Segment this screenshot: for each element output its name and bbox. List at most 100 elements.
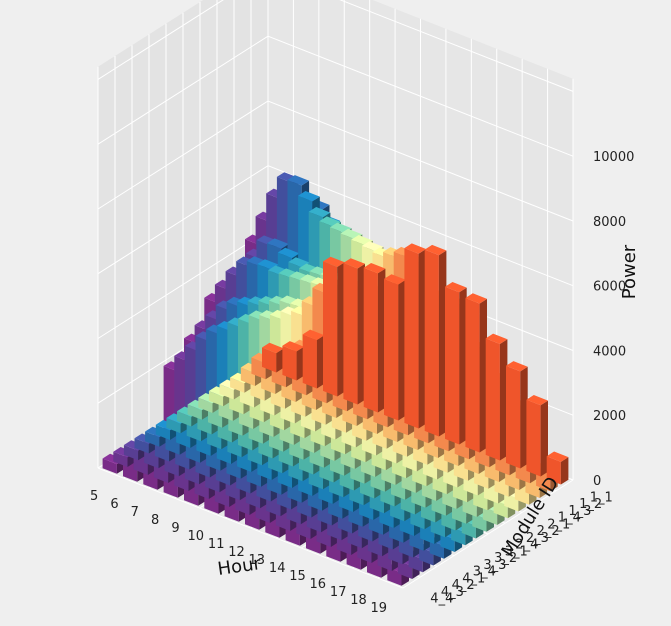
x-axis-title: Hour — [216, 553, 262, 580]
bar-front-face — [230, 377, 245, 393]
module-tick-label: 1_3 — [568, 504, 591, 519]
hour-tick-label: 10 — [188, 529, 205, 544]
grid-line — [97, 35, 574, 157]
module-tick-label: 4_3 — [441, 585, 464, 600]
bar-top-face — [506, 361, 528, 372]
bar-side-face — [540, 400, 548, 477]
bar-top-face — [302, 329, 325, 340]
bar-side-face — [520, 366, 528, 469]
bar-top-face — [282, 341, 304, 352]
bar-top-face — [546, 451, 569, 462]
bar-front-face — [546, 456, 561, 485]
module-tick-label: 2_1 — [547, 517, 570, 532]
bar — [343, 258, 365, 405]
bar-top-face — [465, 293, 487, 304]
bar-front-face — [219, 384, 234, 400]
grid-line — [97, 100, 574, 222]
bar-front-face — [343, 262, 358, 405]
bar-front-face — [102, 458, 117, 474]
module-tick-label: 2_2 — [537, 524, 560, 539]
module-tick-label: 4_2 — [452, 578, 475, 593]
hour-tick-label: 6 — [110, 497, 118, 512]
hour-tick-label: 14 — [269, 561, 286, 576]
bar — [506, 361, 528, 469]
bar-top-face — [267, 238, 289, 249]
bar-top-face — [485, 333, 508, 344]
bar-front-face — [282, 345, 297, 381]
power-tick-labels: 0 2000 4000 6000 8000 10000 — [593, 150, 634, 489]
module-tick-label: 3_2 — [494, 551, 517, 566]
bar-top-face — [323, 256, 345, 267]
bar — [282, 341, 304, 381]
hour-tick-label: 7 — [131, 505, 139, 520]
bar-top-face — [424, 244, 447, 256]
bar — [262, 342, 284, 373]
bar-front-face — [208, 391, 224, 407]
bar-side-face — [377, 268, 386, 413]
bar-front-face — [424, 249, 439, 437]
bar-side-face — [479, 298, 487, 453]
bar-front-face — [384, 278, 399, 421]
hour-tick-label: 5 — [90, 489, 98, 504]
power-tick-label: 0 — [593, 474, 601, 489]
bar-front-face — [302, 334, 317, 389]
bar-front-face — [113, 451, 128, 467]
module-tick-label: 3_4 — [473, 565, 496, 580]
bar-side-face — [398, 279, 406, 421]
z-axis-title: Power — [619, 244, 640, 299]
bar-front-face — [363, 267, 378, 413]
bar-top-face — [404, 243, 426, 254]
bar — [445, 282, 467, 445]
hour-tick-label: 16 — [310, 577, 327, 592]
hour-tick-label: 13 — [249, 553, 266, 568]
bar-side-face — [296, 346, 304, 381]
bar-side-face — [337, 262, 345, 397]
bar-front-face — [198, 397, 213, 413]
power-tick-label: 10000 — [593, 150, 634, 165]
bar — [546, 451, 569, 485]
power-tick-label: 8000 — [593, 215, 626, 230]
bar-front-face — [123, 445, 139, 461]
module-tick-label: 1_2 — [579, 497, 602, 512]
bar-top-face — [287, 175, 310, 186]
bar-top-face — [262, 342, 284, 354]
bar-side-face — [438, 250, 447, 437]
bar-side-face — [316, 335, 325, 389]
module-tick-label: 3_1 — [505, 544, 528, 559]
bar-front-face — [145, 431, 160, 447]
grid-line — [97, 467, 404, 589]
module-tick-label: 1_4 — [558, 511, 581, 526]
bar-front-face — [404, 248, 419, 429]
grid-line — [97, 0, 574, 92]
bar-top-face — [384, 274, 406, 285]
hour-tick-label: 18 — [350, 593, 367, 608]
bar-front-face — [155, 424, 170, 440]
bar-front-face — [445, 286, 460, 445]
hour-tick-label: 15 — [289, 569, 306, 584]
bar — [465, 293, 487, 453]
bar-side-face — [499, 339, 508, 461]
bar-front-face — [506, 365, 521, 469]
bar-side-face — [357, 263, 365, 405]
module-tick-label: 2_4 — [515, 538, 538, 553]
hour-tick-label: 9 — [171, 521, 179, 536]
module-tick-label: 4_4 — [430, 592, 453, 607]
bar — [485, 333, 508, 461]
bar-top-face — [363, 263, 386, 274]
bar-front-face — [485, 338, 500, 461]
module-tick-label: 1_1 — [590, 490, 613, 505]
power-tick-label: 6000 — [593, 280, 626, 295]
bar-front-face — [187, 404, 202, 420]
bar — [404, 243, 426, 429]
bar-top-face — [308, 207, 331, 218]
module-tick-label: 4_1 — [462, 571, 485, 586]
bar — [363, 263, 386, 413]
hour-tick-label: 8 — [151, 513, 159, 528]
bar-front-face — [323, 261, 338, 397]
hour-tick-label: 12 — [228, 545, 245, 560]
module-tick-label: 3_3 — [483, 558, 506, 573]
bar-front-face — [134, 438, 149, 454]
bar-front-face — [526, 399, 541, 477]
